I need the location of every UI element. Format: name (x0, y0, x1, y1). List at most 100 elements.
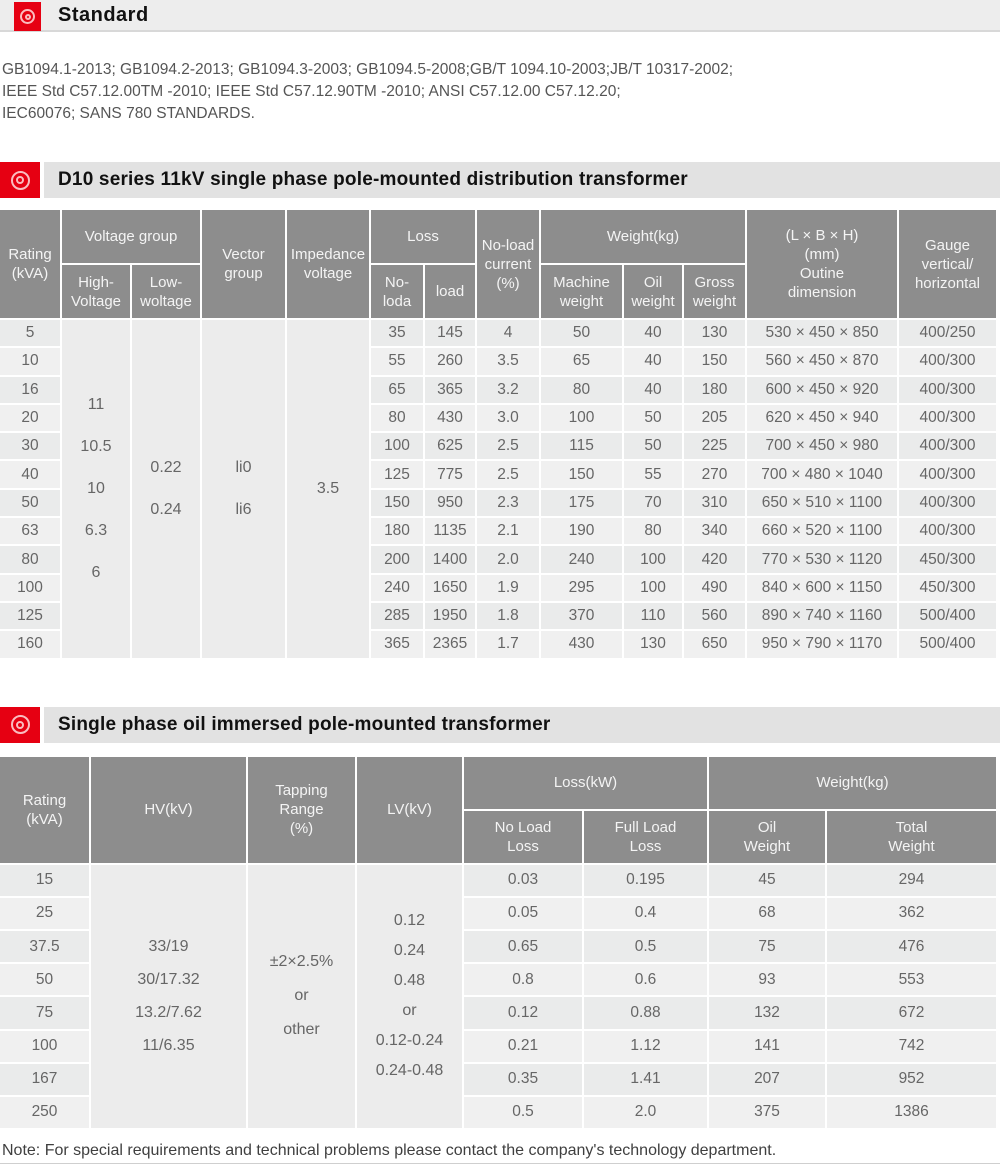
table-cell: 1.41 (584, 1063, 707, 1095)
table-cell: 125 (0, 602, 60, 630)
table-cell: 15 (0, 864, 89, 896)
table-cell: 476 (827, 930, 996, 963)
col-header-loss: Loss (371, 210, 475, 263)
merged-cell-line: 0.24-0.48 (375, 1062, 444, 1080)
no-load-current-column: 4 3.5 3.2 3.0 2.5 2.5 2.3 2.1 2.0 1.9 1.8 1.7 (477, 320, 539, 658)
col-header-weight: Weight(kg) (709, 756, 996, 809)
table-cell: 125 (371, 461, 423, 488)
table-cell: 1.9 (477, 574, 539, 601)
table-cell: 55 (371, 348, 423, 375)
table-cell: 1.8 (477, 602, 539, 630)
table-cell: 240 (541, 546, 622, 573)
table-cell: 167 (0, 1063, 89, 1095)
merged-cell-line: or (402, 1002, 417, 1020)
table-cell: 400/300 (899, 348, 996, 375)
table-cell: 141 (709, 1030, 825, 1062)
merged-cell-line: 0.12 (393, 912, 426, 930)
table-cell: 250 (0, 1096, 89, 1129)
standards-line: GB1094.1-2013; GB1094.2-2013; GB1094.3-2… (2, 61, 734, 78)
table-cell: 420 (684, 546, 745, 573)
table-cell: 40 (624, 376, 682, 403)
table-cell: 1400 (425, 546, 475, 573)
section-title-d10: D10 series 11kV single phase pole-mounte… (58, 169, 688, 190)
table-cell: 553 (827, 964, 996, 996)
table-cell: 25 (0, 897, 89, 929)
table-cell: 450/300 (899, 574, 996, 601)
table-cell: 270 (684, 461, 745, 488)
table-cell: 950 × 790 × 1170 (747, 631, 897, 658)
merged-cell-line: other (283, 1021, 320, 1039)
table-body: 5 10 16 20 30 40 50 63 80 100 125 160 11 10.5 10 6.3 6 … (0, 320, 1000, 658)
ring-icon (10, 170, 30, 190)
hv-merged-cell: 33/19 30/17.32 13.2/7.62 11/6.35 (91, 864, 246, 1129)
table-cell: 75 (709, 930, 825, 963)
table-cell: 650 (684, 631, 745, 658)
section-title-bar: Single phase oil immersed pole-mounted t… (44, 706, 1000, 743)
table-cell: 700 × 450 × 980 (747, 433, 897, 460)
table-body: 15 25 37.5 50 75 100 167 250 33/19 30/17.32 13.2/… (0, 864, 1000, 1129)
table-cell: 150 (541, 461, 622, 488)
table-cell: 40 (624, 320, 682, 347)
table-cell: 400/300 (899, 433, 996, 460)
single-phase-section-header: Single phase oil immersed pole-mounted t… (0, 706, 1000, 743)
table-cell: 775 (425, 461, 475, 488)
table-cell: 0.65 (464, 930, 582, 963)
table-cell: 430 (425, 404, 475, 432)
table-cell: 240 (371, 574, 423, 601)
table-cell: 950 (425, 489, 475, 517)
table-cell: 1.12 (584, 1030, 707, 1062)
table-cell: 3.0 (477, 404, 539, 432)
table-cell: 1950 (425, 602, 475, 630)
table-cell: 0.5 (464, 1096, 582, 1129)
gross-weight-column: 130 150 180 205 225 270 310 340 420 490 560 650 (684, 320, 745, 658)
table-cell: 560 (684, 602, 745, 630)
table-cell: 65 (541, 348, 622, 375)
table-cell: 50 (624, 433, 682, 460)
col-header-voltage-group: Voltage group (62, 210, 200, 263)
table-cell: 660 × 520 × 1100 (747, 518, 897, 545)
standards-paragraph: GB1094.1-2013; GB1094.2-2013; GB1094.3-2… (2, 59, 1000, 125)
table-cell: 35 (371, 320, 423, 347)
table-cell: 1650 (425, 574, 475, 601)
brand-logo-icon (14, 2, 41, 31)
col-header-impedance: Impedance voltage (287, 210, 369, 318)
merged-cell-line: 13.2/7.62 (135, 1004, 202, 1022)
table-cell: 100 (624, 574, 682, 601)
brand-logo-icon (0, 706, 40, 743)
standards-line: IEEE Std C57.12.00TM -2010; IEEE Std C57… (2, 83, 621, 100)
table-cell: 2365 (425, 631, 475, 658)
table-cell: 0.5 (584, 930, 707, 963)
table-cell: 370 (541, 602, 622, 630)
table-cell: 500/400 (899, 631, 996, 658)
table-cell: 672 (827, 997, 996, 1029)
table-cell: 620 × 450 × 940 (747, 404, 897, 432)
merged-cell-line: 0.24 (393, 942, 426, 960)
table-cell: 30 (0, 433, 60, 460)
table-cell: 100 (0, 1030, 89, 1062)
ring-icon (10, 715, 30, 735)
table-cell: 100 (371, 433, 423, 460)
merged-cell-line: li0 (235, 458, 252, 476)
table-cell: 100 (541, 404, 622, 432)
table-cell: 375 (709, 1096, 825, 1129)
table-cell: 400/300 (899, 376, 996, 403)
no-load-loss-column: 0.03 0.05 0.65 0.8 0.12 0.21 0.35 0.5 (464, 864, 582, 1129)
table-cell: 10 (0, 348, 60, 375)
machine-weight-column: 50 65 80 100 115 150 175 190 240 295 370 430 (541, 320, 622, 658)
col-header-loss: Loss(kW) (464, 756, 707, 809)
table-cell: 2.1 (477, 518, 539, 545)
table-cell: 400/300 (899, 461, 996, 488)
table-cell: 700 × 480 × 1040 (747, 461, 897, 488)
table-cell: 365 (425, 376, 475, 403)
col-header-low-voltage: Low- woltage (132, 265, 200, 318)
high-voltage-merged-cell: 11 10.5 10 6.3 6 (62, 320, 130, 658)
table-cell: 890 × 740 × 1160 (747, 602, 897, 630)
table-cell: 175 (541, 489, 622, 517)
d10-section-header: D10 series 11kV single phase pole-mounte… (0, 162, 1000, 198)
low-voltage-merged-cell: 0.22 0.24 (132, 320, 200, 658)
col-header-no-load-loss: No Load Loss (464, 810, 582, 863)
merged-cell-line: 30/17.32 (137, 971, 200, 989)
merged-cell-line: 33/19 (148, 938, 189, 956)
col-header-no-load-current: No-load current (%) (477, 210, 539, 318)
col-header-vector-group: Vector group (202, 210, 285, 318)
